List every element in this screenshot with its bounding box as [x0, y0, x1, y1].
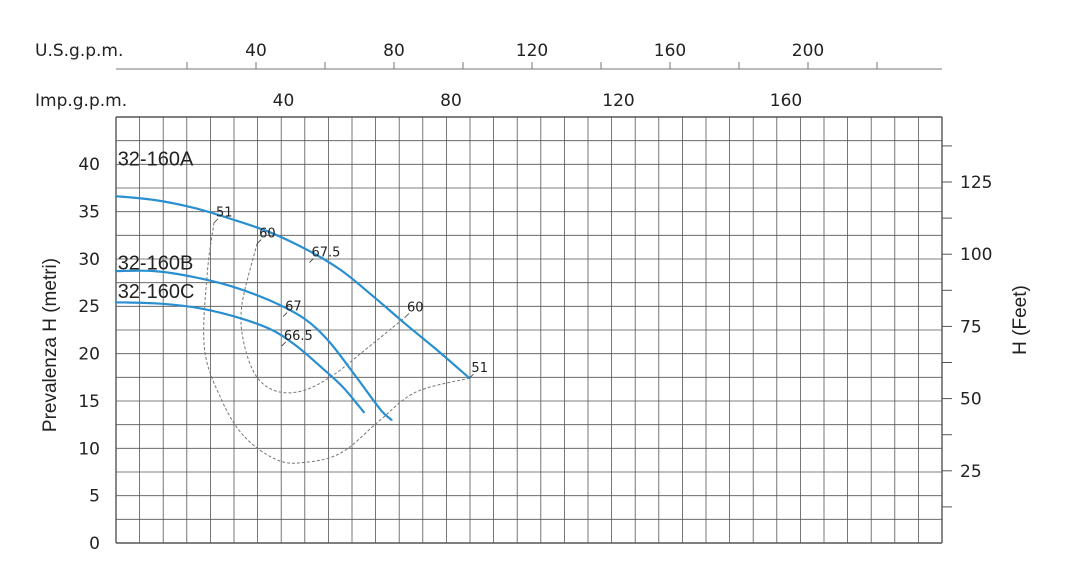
us-gpm-tick-label: 160 — [654, 41, 686, 61]
efficiency-marker — [282, 312, 288, 317]
us-gpm-tick-label: 120 — [516, 41, 548, 61]
efficiency-marker — [256, 239, 262, 244]
y-right-tick-label: 25 — [960, 462, 982, 482]
efficiency-label: 51 — [471, 361, 488, 376]
series — [114, 195, 471, 421]
series-label-32-160C: 32-160C — [118, 281, 195, 303]
y-left-tick-label: 0 — [89, 534, 100, 554]
y-left-tick-label: 20 — [78, 345, 100, 365]
us-gpm-tick-label: 80 — [383, 41, 405, 61]
imp-gpm-tick-label: 120 — [602, 91, 634, 111]
efficiency-marker — [281, 341, 287, 347]
efficiency-marker — [469, 373, 474, 379]
y-axis-right-label: H (Feet) — [1010, 285, 1031, 355]
y-axis-left-label: Prevalenza H (metri) — [40, 258, 61, 432]
y-left-tick-label: 35 — [78, 202, 100, 222]
series-label-32-160A: 32-160A — [118, 148, 194, 170]
imp-gpm-tick-label: 40 — [273, 91, 295, 111]
efficiency-curve-51 — [203, 222, 470, 464]
efficiency-label: 60 — [259, 227, 276, 242]
axes: U.S.g.p.m. Imp.g.p.m. Prevalenza H (metr… — [35, 41, 1031, 554]
efficiency-marker — [309, 258, 314, 263]
series-curve-32-160C — [114, 301, 365, 414]
efficiency-label: 67.5 — [311, 246, 340, 261]
efficiency-label: 51 — [216, 206, 233, 221]
y-left-tick-label: 25 — [78, 297, 100, 317]
y-left-tick-label: 5 — [89, 487, 100, 507]
y-right-tick-label: 75 — [960, 317, 982, 337]
efficiency-label: 67 — [285, 300, 302, 315]
efficiency-curve-60 — [240, 243, 406, 394]
grid — [115, 116, 943, 544]
imp-gpm-axis-label: Imp.g.p.m. — [35, 91, 127, 111]
efficiency-curves — [203, 222, 470, 464]
y-left-tick-label: 30 — [78, 250, 100, 270]
y-right-tick-label: 50 — [960, 390, 982, 410]
y-left-tick-label: 10 — [78, 439, 100, 459]
efficiency-label: 66.5 — [284, 329, 313, 344]
series-label-32-160B: 32-160B — [118, 252, 194, 274]
labels: 32-160A 32-160B 32-160C 51 60 67.5 60 51 67 66.5 — [118, 148, 488, 379]
y-left-tick-label: 40 — [78, 155, 100, 175]
y-left-tick-label: 15 — [78, 392, 100, 412]
us-gpm-tick-label: 40 — [245, 41, 267, 61]
efficiency-marker — [213, 218, 219, 224]
efficiency-marker — [404, 313, 410, 318]
imp-gpm-tick-label: 80 — [440, 91, 462, 111]
series-curve-32-160B — [114, 269, 393, 421]
us-gpm-axis-label: U.S.g.p.m. — [35, 41, 123, 61]
y-right-tick-label: 100 — [960, 245, 992, 265]
imp-gpm-tick-label: 160 — [770, 91, 802, 111]
series-curve-32-160A — [114, 195, 471, 380]
us-gpm-tick-label: 200 — [792, 41, 824, 61]
y-right-tick-label: 125 — [960, 173, 992, 193]
efficiency-label: 60 — [407, 300, 424, 315]
